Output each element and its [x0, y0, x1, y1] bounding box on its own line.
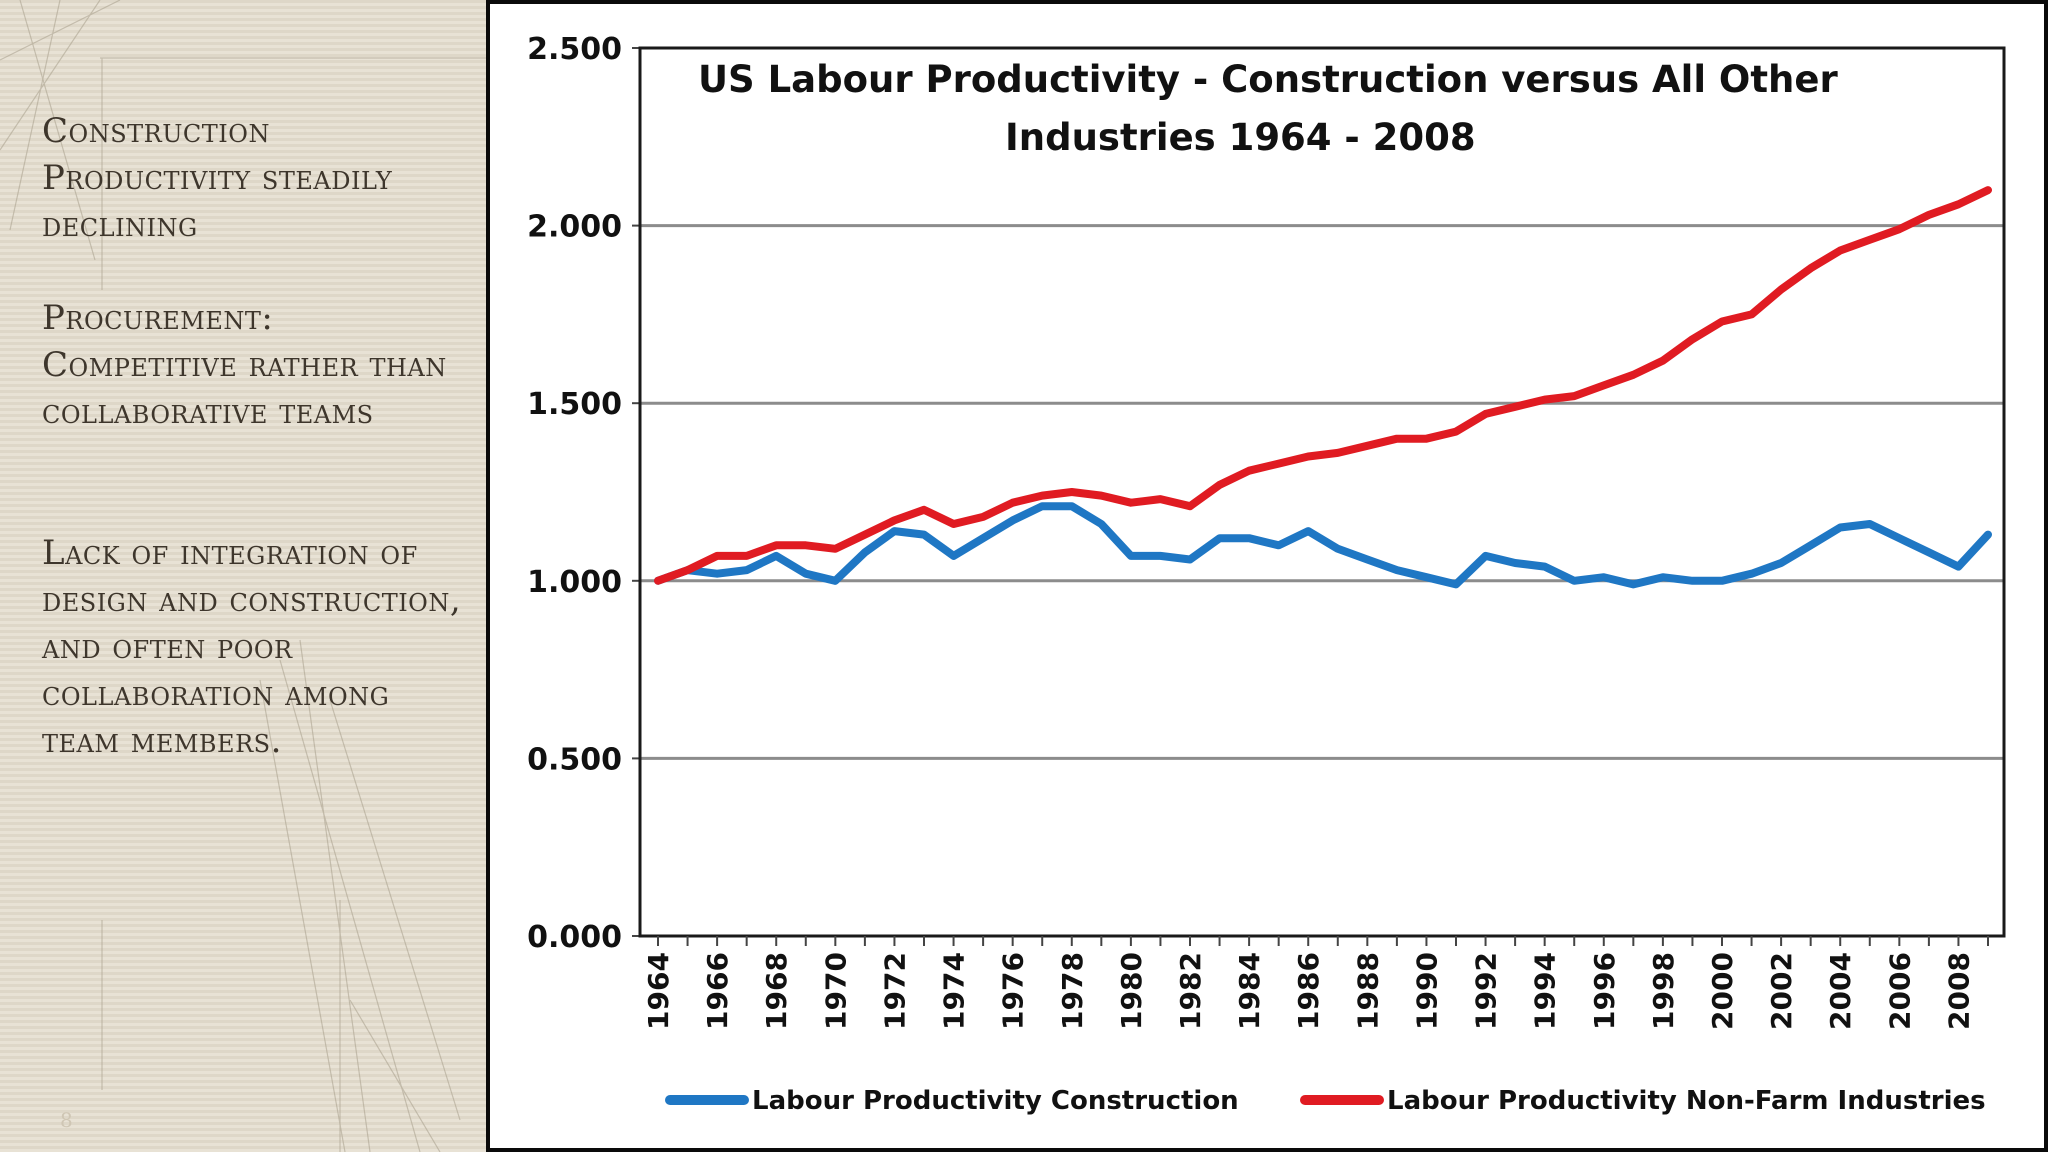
y-tick-label: 0.500 — [527, 742, 622, 777]
y-tick-label: 2.000 — [527, 210, 622, 245]
series-line-non-farm — [654, 186, 1992, 585]
bullet-procurement: Procurement: Competitive rather than col… — [42, 298, 447, 432]
x-tick-label: 1978 — [1056, 952, 1089, 1030]
legend-label: Labour Productivity Non-Farm Industries — [1387, 1086, 1986, 1116]
x-tick-label: 1976 — [997, 952, 1030, 1030]
x-tick-label: 1994 — [1529, 952, 1562, 1030]
productivity-chart: 0.000 0.500 1.000 1.500 2.000 2.500 1964 1966 19… — [527, 32, 2006, 1116]
series-line-construction — [654, 502, 1992, 589]
legend-label: Labour Productivity Construction — [752, 1086, 1239, 1116]
x-tick-label: 1970 — [819, 952, 852, 1030]
chart-title-line: Industries 1964 - 2008 — [1005, 116, 1476, 159]
decorative-lines — [0, 0, 488, 1152]
x-tick-label: 1968 — [760, 952, 793, 1030]
x-tick-label: 2000 — [1706, 952, 1739, 1030]
plot-area — [638, 46, 2006, 938]
x-tick-label: 1982 — [1174, 952, 1207, 1030]
x-tick-label: 1964 — [642, 952, 675, 1030]
x-tick-label: 1992 — [1470, 952, 1503, 1030]
y-tick-label: 1.500 — [527, 387, 622, 422]
x-tick-label: 2006 — [1883, 952, 1916, 1030]
text-panel: Construction Productivity steadily decli… — [0, 0, 488, 1152]
y-tick-label: 2.500 — [527, 32, 622, 67]
x-tick-label: 1990 — [1410, 952, 1443, 1030]
y-tick-label: 0.000 — [527, 920, 622, 955]
x-tick-label: 1986 — [1292, 952, 1325, 1030]
x-tick-label: 1972 — [878, 952, 911, 1030]
x-tick-label: 1974 — [938, 952, 971, 1030]
slide-number: 8 — [60, 1108, 73, 1132]
x-tick-label: 1966 — [701, 952, 734, 1030]
x-tick-label: 2004 — [1824, 952, 1857, 1030]
chart-title-line: US Labour Productivity - Construction ve… — [698, 58, 1838, 101]
bullet-integration: Lack of integration of design and constr… — [42, 533, 462, 761]
x-tick-label: 1984 — [1233, 952, 1266, 1030]
x-tick-label: 2002 — [1765, 952, 1798, 1030]
x-tick-label: 1996 — [1588, 952, 1621, 1030]
bullet-productivity: Construction Productivity steadily decli… — [42, 111, 393, 245]
y-tick-label: 1.000 — [527, 565, 622, 600]
chart-frame: 0.000 0.500 1.000 1.500 2.000 2.500 1964 1966 19… — [486, 0, 2048, 1152]
x-tick-label: 2008 — [1942, 952, 1975, 1030]
x-tick-label: 1988 — [1351, 952, 1384, 1030]
x-tick-label: 1998 — [1647, 952, 1680, 1030]
x-tick-label: 1980 — [1115, 952, 1148, 1030]
